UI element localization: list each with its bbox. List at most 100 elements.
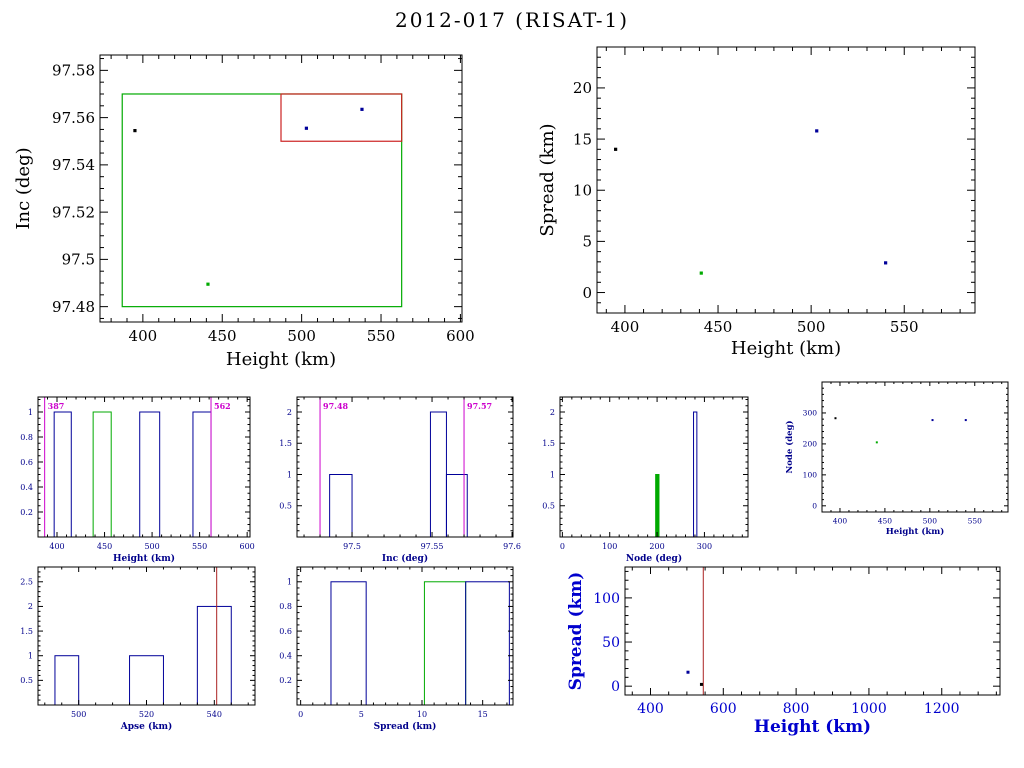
chart-inc-vs-height: 400 450 500 550 600 97.48 97.5 97.52 97.54 97.56 9… xyxy=(13,54,475,370)
svg-text:Spread (km): Spread (km) xyxy=(537,123,558,236)
histogram-bar xyxy=(192,411,212,538)
data-point xyxy=(884,261,888,265)
plot-frame xyxy=(821,381,1009,513)
svg-text:450: 450 xyxy=(878,517,893,526)
svg-text:400: 400 xyxy=(129,327,158,345)
svg-text:1: 1 xyxy=(28,652,33,661)
data-point xyxy=(699,682,703,686)
data-point xyxy=(686,670,690,674)
histogram-bar xyxy=(429,411,447,538)
svg-text:387: 387 xyxy=(48,401,65,411)
svg-text:550: 550 xyxy=(192,542,207,551)
svg-text:97.48: 97.48 xyxy=(52,298,95,316)
chart-spread-vs-height-2: 400 600 800 1000 1200 0 50 100 Height (km) Spread… xyxy=(566,566,1001,737)
chart-node-vs-height: 400 450 500 550 0 100 200 300 Height (km) Node (d… xyxy=(784,381,1009,537)
svg-text:0.6: 0.6 xyxy=(20,458,33,467)
chart-inc-hist: 97.48 97.57 97.5 97.55 97.6 0.5 1 1.5 2 Inc (deg) xyxy=(279,396,521,564)
chart-node-hist: 0 100 200 300 0.5 1 1.5 2 Node (deg) xyxy=(542,396,749,564)
svg-text:500: 500 xyxy=(144,542,159,551)
svg-text:50: 50 xyxy=(602,635,620,651)
svg-text:97.54: 97.54 xyxy=(52,156,95,174)
svg-text:1.5: 1.5 xyxy=(20,627,33,636)
svg-text:20: 20 xyxy=(573,79,592,97)
data-point xyxy=(133,129,137,133)
svg-text:Height (km): Height (km) xyxy=(754,717,871,737)
svg-text:100: 100 xyxy=(602,542,617,551)
svg-text:1.5: 1.5 xyxy=(542,439,555,448)
svg-text:2: 2 xyxy=(28,602,33,611)
svg-text:600: 600 xyxy=(710,701,737,717)
svg-text:97.55: 97.55 xyxy=(421,542,444,551)
svg-text:2.5: 2.5 xyxy=(20,578,33,587)
histogram-bar xyxy=(330,581,367,706)
svg-text:Spread (km): Spread (km) xyxy=(374,721,437,732)
svg-text:Inc (deg): Inc (deg) xyxy=(13,147,34,229)
svg-text:97.5: 97.5 xyxy=(62,251,95,269)
plot-frame xyxy=(296,396,514,538)
histogram-bar xyxy=(92,411,112,538)
svg-text:450: 450 xyxy=(208,327,237,345)
plot-frame xyxy=(559,396,749,538)
svg-text:5: 5 xyxy=(582,233,592,251)
data-point xyxy=(931,419,934,422)
histogram-bar xyxy=(423,581,467,706)
svg-text:97.58: 97.58 xyxy=(52,62,95,80)
plot-frame xyxy=(596,46,976,314)
chart-spread-vs-height: 400 450 500 550 0 5 10 15 20 Height (km) Spread (k… xyxy=(537,46,976,359)
data-point xyxy=(614,147,618,151)
plot-frame xyxy=(37,566,256,706)
svg-text:97.52: 97.52 xyxy=(52,203,95,221)
svg-text:0: 0 xyxy=(611,679,620,695)
histogram-bar xyxy=(54,655,80,706)
svg-text:0: 0 xyxy=(582,284,592,302)
svg-text:Height (km): Height (km) xyxy=(886,526,945,537)
data-point xyxy=(206,282,210,286)
svg-text:97.48: 97.48 xyxy=(323,401,348,411)
svg-text:450: 450 xyxy=(704,318,733,336)
histogram-bar xyxy=(465,581,510,706)
svg-text:1200: 1200 xyxy=(924,701,960,717)
histogram-bar xyxy=(693,411,698,538)
svg-text:500: 500 xyxy=(287,327,316,345)
svg-text:450: 450 xyxy=(97,542,112,551)
svg-text:0.5: 0.5 xyxy=(20,676,33,685)
svg-text:550: 550 xyxy=(367,327,396,345)
svg-text:Height (km): Height (km) xyxy=(731,338,841,359)
annotation-box xyxy=(280,93,403,142)
svg-text:1000: 1000 xyxy=(851,701,887,717)
svg-text:0.5: 0.5 xyxy=(542,502,555,511)
svg-text:500: 500 xyxy=(923,517,938,526)
svg-text:100: 100 xyxy=(593,591,620,607)
chart-spread-hist: 0 5 10 15 0.2 0.4 0.6 0.8 1 Spread (km) xyxy=(279,566,514,732)
svg-text:400: 400 xyxy=(49,542,64,551)
svg-text:520: 520 xyxy=(139,710,154,719)
svg-text:0.2: 0.2 xyxy=(279,676,292,685)
svg-text:200: 200 xyxy=(649,542,664,551)
svg-text:15: 15 xyxy=(478,710,488,719)
data-point xyxy=(699,271,703,275)
svg-text:600: 600 xyxy=(446,327,475,345)
annotation-box xyxy=(121,93,403,308)
svg-text:97.57: 97.57 xyxy=(467,401,492,411)
histogram-bar xyxy=(655,474,660,538)
svg-text:Node (deg): Node (deg) xyxy=(626,553,682,564)
histogram-bar xyxy=(139,411,161,538)
svg-text:0: 0 xyxy=(560,542,565,551)
histogram-bar xyxy=(329,474,353,538)
svg-text:0.8: 0.8 xyxy=(20,433,33,442)
svg-text:300: 300 xyxy=(697,542,712,551)
plot-frame xyxy=(624,566,1001,696)
svg-text:Spread (km): Spread (km) xyxy=(566,572,586,691)
svg-text:550: 550 xyxy=(890,318,919,336)
svg-text:0: 0 xyxy=(298,710,303,719)
plot-frame xyxy=(296,566,514,706)
histogram-bar xyxy=(53,411,72,538)
svg-text:0.6: 0.6 xyxy=(279,627,292,636)
svg-text:1: 1 xyxy=(28,408,33,417)
svg-text:2: 2 xyxy=(550,408,555,417)
data-point xyxy=(360,107,364,111)
svg-text:550: 550 xyxy=(968,517,983,526)
svg-text:0.4: 0.4 xyxy=(20,483,33,492)
svg-text:Node (deg): Node (deg) xyxy=(784,420,795,473)
